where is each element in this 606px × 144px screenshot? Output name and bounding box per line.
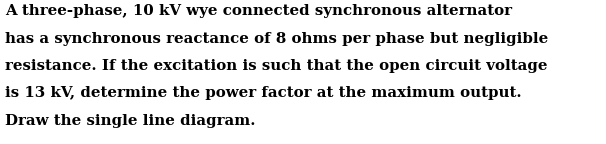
Text: Draw the single line diagram.: Draw the single line diagram. [5, 114, 255, 128]
Text: is 13 kV, determine the power factor at the maximum output.: is 13 kV, determine the power factor at … [5, 86, 522, 100]
Text: has a synchronous reactance of 8 ohms per phase but negligible: has a synchronous reactance of 8 ohms pe… [5, 32, 548, 46]
Text: A three-phase, 10 kV wye connected synchronous alternator: A three-phase, 10 kV wye connected synch… [5, 4, 512, 18]
Text: resistance. If the excitation is such that the open circuit voltage: resistance. If the excitation is such th… [5, 59, 547, 73]
